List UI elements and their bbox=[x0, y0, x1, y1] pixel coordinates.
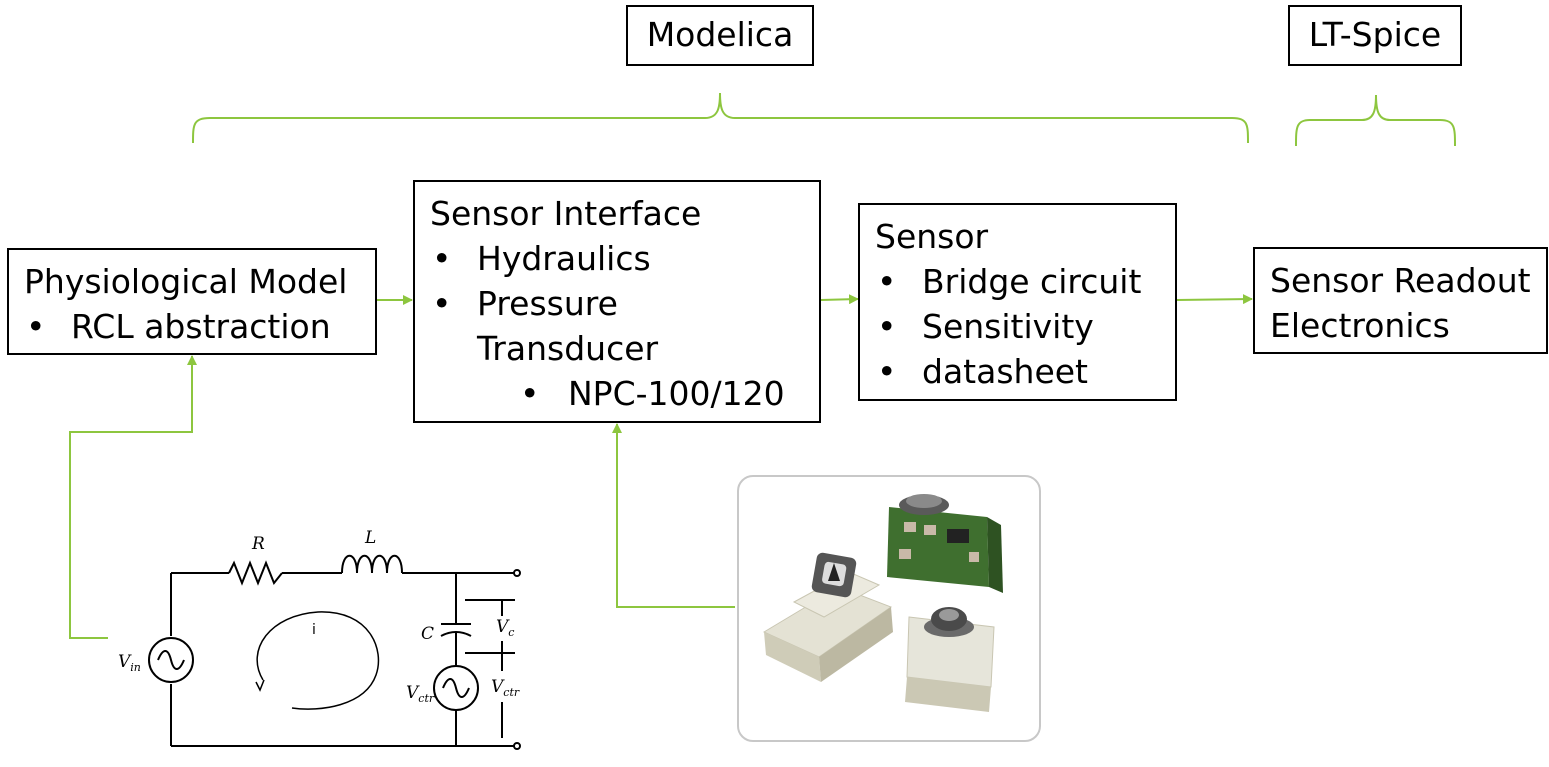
bullet-item-text: Transducer bbox=[477, 329, 659, 368]
sensor-interface-title: Sensor Interface bbox=[430, 194, 702, 233]
vin-label: Vin bbox=[118, 652, 141, 674]
ltspice-brace bbox=[1295, 94, 1456, 147]
sensor-interface-block: Sensor Interface Hydraulics Pressure Tra… bbox=[413, 180, 821, 423]
bullet-item-continued: Transducer bbox=[430, 326, 819, 371]
bullet-item: Sensitivity bbox=[875, 304, 1175, 349]
pcb-sensor bbox=[887, 494, 1003, 593]
bullet-item: Hydraulics bbox=[430, 236, 819, 281]
physiological-model-block: Physiological Model RCL abstraction bbox=[7, 248, 377, 355]
resistor bbox=[228, 560, 283, 586]
right-sensor bbox=[905, 607, 995, 712]
physiological-model-bullets: RCL abstraction bbox=[24, 304, 375, 349]
vc-label: Vc bbox=[496, 617, 514, 639]
sensor-readout-title-line2: Electronics bbox=[1270, 306, 1450, 345]
resistor-label: R bbox=[251, 534, 265, 554]
current-label: i bbox=[312, 622, 316, 638]
bullet-item: datasheet bbox=[875, 349, 1175, 394]
current-loop bbox=[256, 611, 380, 710]
sensor-photo bbox=[737, 475, 1041, 742]
vctr-label: Vctr bbox=[406, 683, 435, 705]
inductor bbox=[341, 554, 403, 574]
arrow-circuit-to-physio bbox=[69, 355, 197, 639]
arrow-interface-to-sensor bbox=[820, 294, 859, 305]
sensor-readout-block: Sensor Readout Electronics bbox=[1253, 247, 1548, 354]
sensor-readout-title: Sensor Readout bbox=[1270, 261, 1531, 300]
ltspice-label: LT-Spice bbox=[1288, 5, 1462, 66]
bullet-item: RCL abstraction bbox=[24, 304, 375, 349]
sensor-interface-bullets: Hydraulics Pressure Transducer NPC-100/1… bbox=[430, 236, 819, 416]
pressure-sensor-illustration bbox=[762, 494, 1003, 712]
bullet-item: Bridge circuit bbox=[875, 259, 1175, 304]
sensor-bullets: Bridge circuit Sensitivity datasheet bbox=[875, 259, 1175, 394]
arrow-sensor-to-readout bbox=[1176, 294, 1253, 305]
vin-source bbox=[148, 637, 194, 683]
modelica-brace bbox=[192, 92, 1249, 144]
capacitor-label: C bbox=[421, 624, 434, 644]
sensor-title: Sensor bbox=[875, 217, 989, 256]
physiological-model-title: Physiological Model bbox=[24, 262, 348, 301]
sub-bullet-item: NPC-100/120 bbox=[430, 371, 819, 416]
inductor-label: L bbox=[364, 528, 376, 548]
modelica-label: Modelica bbox=[626, 5, 814, 66]
bullet-item: Pressure bbox=[430, 281, 819, 326]
sensor-block: Sensor Bridge circuit Sensitivity datash… bbox=[858, 203, 1177, 401]
rcl-circuit bbox=[148, 554, 521, 750]
vctr-label-right: Vctr bbox=[491, 677, 520, 699]
arrow-photo-to-interface bbox=[612, 423, 735, 608]
left-sensor bbox=[762, 552, 893, 682]
